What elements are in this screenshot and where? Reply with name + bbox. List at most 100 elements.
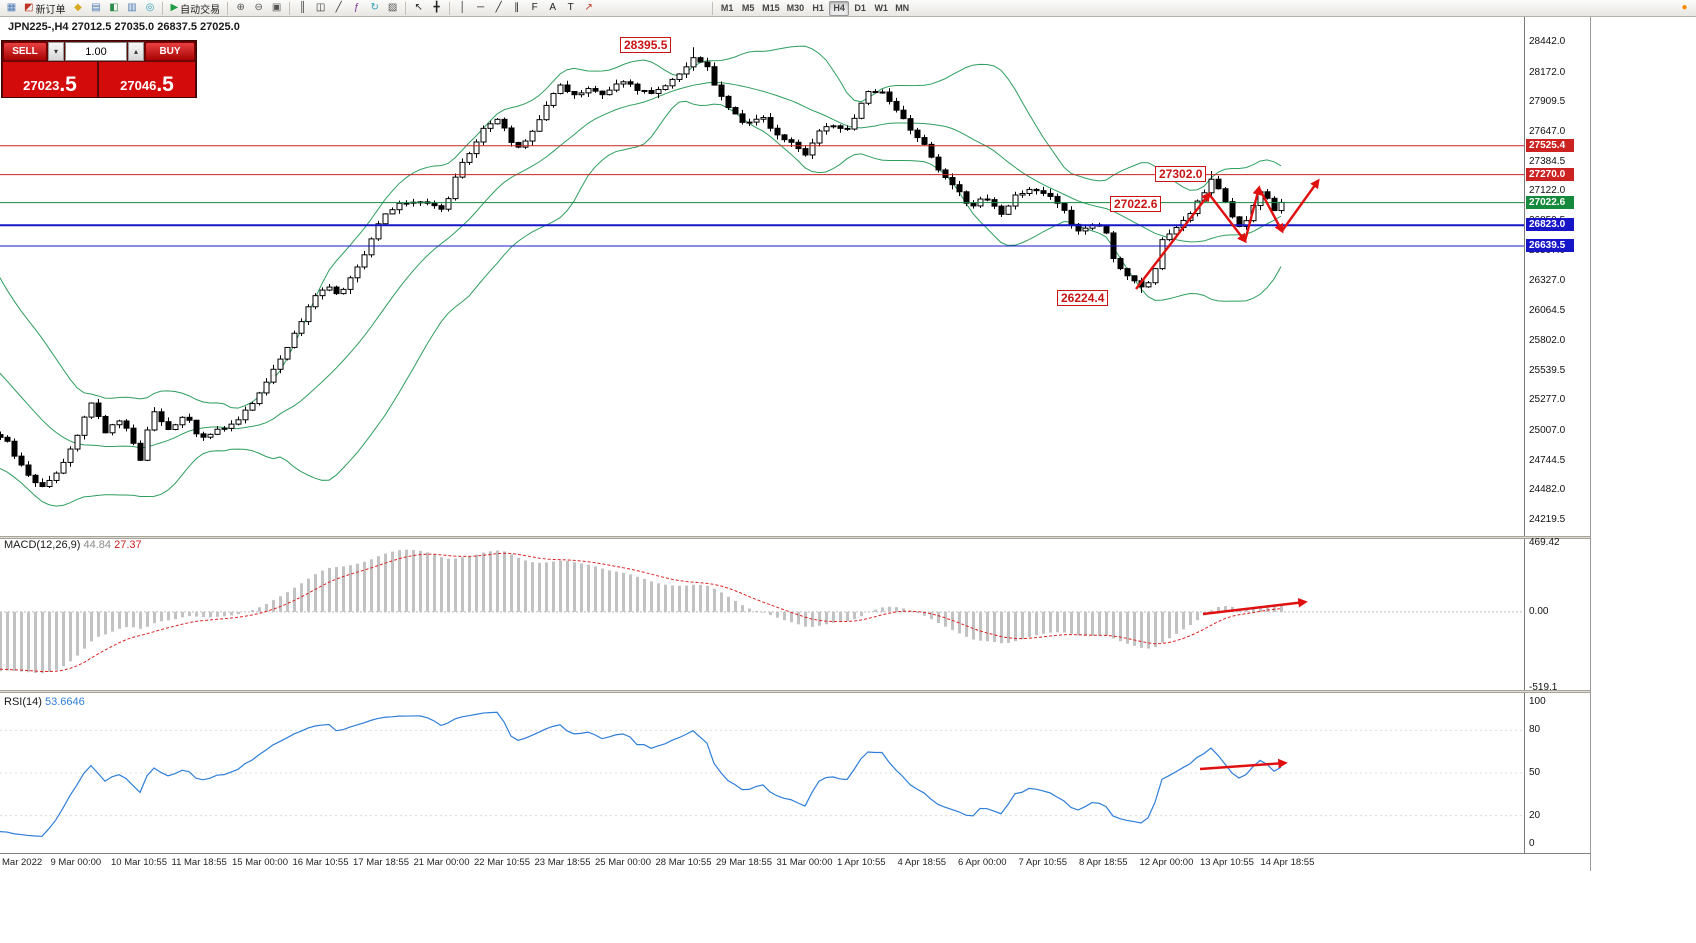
terminal-icon[interactable]: ▥ — [123, 1, 140, 16]
channel-icon[interactable]: ∥ — [508, 1, 525, 16]
notifications-icon[interactable]: ● — [1676, 1, 1693, 16]
time-axis-label: 15 Mar 00:00 — [232, 857, 288, 868]
indicators-icon[interactable]: ƒ — [348, 1, 365, 16]
time-axis-label: 13 Apr 10:55 — [1200, 857, 1254, 868]
arrows-icon-glyph: ↗ — [584, 2, 593, 13]
panel-separator-macd[interactable] — [0, 536, 1590, 539]
price-axis-label: 24744.5 — [1529, 454, 1566, 466]
time-axis-label: Mar 2022 — [2, 857, 43, 868]
crosshair-icon[interactable]: ╋ — [428, 1, 445, 16]
macd-signal-line — [0, 552, 1282, 673]
timeframe-m30-button[interactable]: M30 — [784, 1, 808, 16]
volume-increase-button[interactable]: ▴ — [128, 42, 144, 61]
one-click-trading-widget: SELL ▾ ▴ BUY 27023.5 27046.5 — [1, 40, 197, 98]
time-axis-label: 16 Mar 10:55 — [292, 857, 349, 868]
volume-input[interactable] — [65, 42, 127, 61]
volume-decrease-button[interactable]: ▾ — [48, 42, 64, 61]
macd-label: MACD(12,26,9) 44.84 27.37 — [4, 539, 142, 551]
text-icon[interactable]: A — [544, 1, 561, 16]
cursor-icon[interactable]: ↖ — [410, 1, 427, 16]
macd-axis-label: -519.1 — [1529, 682, 1558, 693]
price-axis-label: 27384.5 — [1529, 155, 1566, 167]
tile-windows-icon[interactable]: ▣ — [268, 1, 285, 16]
time-axis[interactable]: Mar 2022 9 Mar 00:00 10 Mar 10:55 11 Mar 18… — [0, 853, 1590, 871]
timeframe-d1-button[interactable]: D1 — [850, 1, 870, 16]
horizontal-line-icon[interactable]: ─ — [472, 1, 489, 16]
price-axis-label: 26064.5 — [1529, 305, 1566, 317]
buy-price[interactable]: 27046.5 — [99, 62, 195, 97]
fibonacci-icon[interactable]: F — [526, 1, 543, 16]
line-chart-icon-glyph: ╱ — [335, 2, 342, 13]
new-order-button[interactable]: ◩ 新订单 — [21, 1, 68, 16]
templates-icon[interactable]: ▨ — [384, 1, 401, 16]
price-axis-label: 24219.5 — [1529, 514, 1566, 525]
macd-main-value: 44.84 — [83, 539, 112, 551]
templates-icon-glyph: ▨ — [387, 2, 398, 13]
price-axis-label: 28442.0 — [1529, 36, 1566, 47]
trendline-icon[interactable]: ╱ — [490, 1, 507, 16]
notifications-icon-glyph: ● — [1681, 2, 1688, 13]
timeframe-m1-button[interactable]: M1 — [717, 1, 737, 16]
panel-separator-rsi[interactable] — [0, 690, 1590, 693]
vertical-line-icon[interactable]: │ — [454, 1, 471, 16]
price-axis[interactable]: 28442.0 28172.0 27909.5 27647.0 27384.5 27122… — [1525, 0, 1590, 943]
bar-chart-icon-glyph: ║ — [299, 2, 307, 13]
timeframe-w1-button[interactable]: W1 — [871, 1, 891, 16]
strategy-tester-icon-glyph: ◎ — [145, 2, 155, 13]
price-tag: 26823.0 — [1526, 218, 1574, 232]
indicators-icon-glyph: ƒ — [353, 2, 360, 13]
horizontal-level-lines[interactable] — [0, 145, 1524, 247]
main-toolbar: ▦ ◩ 新订单 ◆ ▤ ◧ ▥ ◎ ▶ 自动交易 ⊕ ⊖ ▣ ║ ◫ ╱ ƒ ↻ ▨ ↖ ╋ │ ─ ╱ ∥ F A T ↗ M1 M5 M1… — [0, 0, 1696, 17]
price-callout[interactable]: 26224.4 — [1057, 290, 1109, 306]
strategy-tester-icon[interactable]: ◎ — [141, 1, 158, 16]
candles[interactable] — [0, 47, 1285, 488]
time-axis-label: 9 Mar 00:00 — [50, 857, 102, 868]
timeframe-h1-button[interactable]: H1 — [808, 1, 828, 16]
refresh-icon[interactable]: ↻ — [366, 1, 383, 16]
auto-trading-button[interactable]: ▶ 自动交易 — [167, 1, 223, 16]
sell-button[interactable]: SELL — [3, 42, 47, 61]
label-icon[interactable]: T — [562, 1, 579, 16]
bar-chart-icon[interactable]: ║ — [294, 1, 311, 16]
timeframe-mn-button[interactable]: MN — [892, 1, 912, 16]
zoom-out-icon[interactable]: ⊖ — [250, 1, 267, 16]
price-callout[interactable]: 28395.5 — [620, 37, 672, 53]
market-watch-icon[interactable]: ◆ — [69, 1, 86, 16]
fibonacci-icon-glyph: F — [531, 2, 538, 13]
price-callout[interactable]: 27302.0 — [1155, 166, 1207, 182]
crosshair-icon-glyph: ╋ — [433, 2, 440, 13]
auto-trading-button-label: 自动交易 — [180, 4, 221, 16]
price-axis-label: 27909.5 — [1529, 96, 1566, 108]
time-axis-label: 31 Mar 00:00 — [776, 857, 833, 868]
buy-price-int: 27046 — [120, 78, 157, 93]
refresh-icon-glyph: ↻ — [370, 2, 379, 13]
price-axis-label: 25277.0 — [1529, 394, 1566, 406]
time-axis-label: 25 Mar 00:00 — [595, 857, 651, 868]
price-tag: 26639.5 — [1526, 239, 1574, 253]
time-axis-label: 1 Apr 10:55 — [837, 857, 886, 868]
timeframe-m5-button[interactable]: M5 — [738, 1, 758, 16]
sell-price-frac: .5 — [59, 73, 77, 96]
timeframe-m15-button[interactable]: M15 — [759, 1, 783, 16]
trend-arrows[interactable] — [1135, 178, 1320, 771]
price-callout[interactable]: 27022.6 — [1110, 196, 1162, 212]
arrows-icon[interactable]: ↗ — [580, 1, 597, 16]
sell-price[interactable]: 27023.5 — [3, 62, 97, 97]
zoom-in-icon[interactable]: ⊕ — [232, 1, 249, 16]
new-chart-icon[interactable]: ▦ — [3, 1, 20, 16]
time-axis-label: 23 Mar 18:55 — [534, 857, 591, 868]
time-axis-label: 22 Mar 10:55 — [474, 857, 530, 868]
time-axis-label: 28 Mar 10:55 — [655, 857, 712, 868]
data-window-icon[interactable]: ▤ — [87, 1, 104, 16]
buy-button[interactable]: BUY — [145, 42, 195, 61]
navigator-icon[interactable]: ◧ — [105, 1, 122, 16]
candlestick-chart-icon[interactable]: ◫ — [312, 1, 329, 16]
rsi-value: 53.6646 — [44, 696, 85, 708]
navigator-icon-glyph: ◧ — [109, 2, 119, 13]
zoom-out-icon-glyph: ⊖ — [254, 2, 263, 13]
timeframe-h4-button[interactable]: H4 — [829, 0, 850, 16]
rsi-axis-label: 80 — [1529, 724, 1541, 736]
line-chart-icon[interactable]: ╱ — [330, 1, 347, 16]
